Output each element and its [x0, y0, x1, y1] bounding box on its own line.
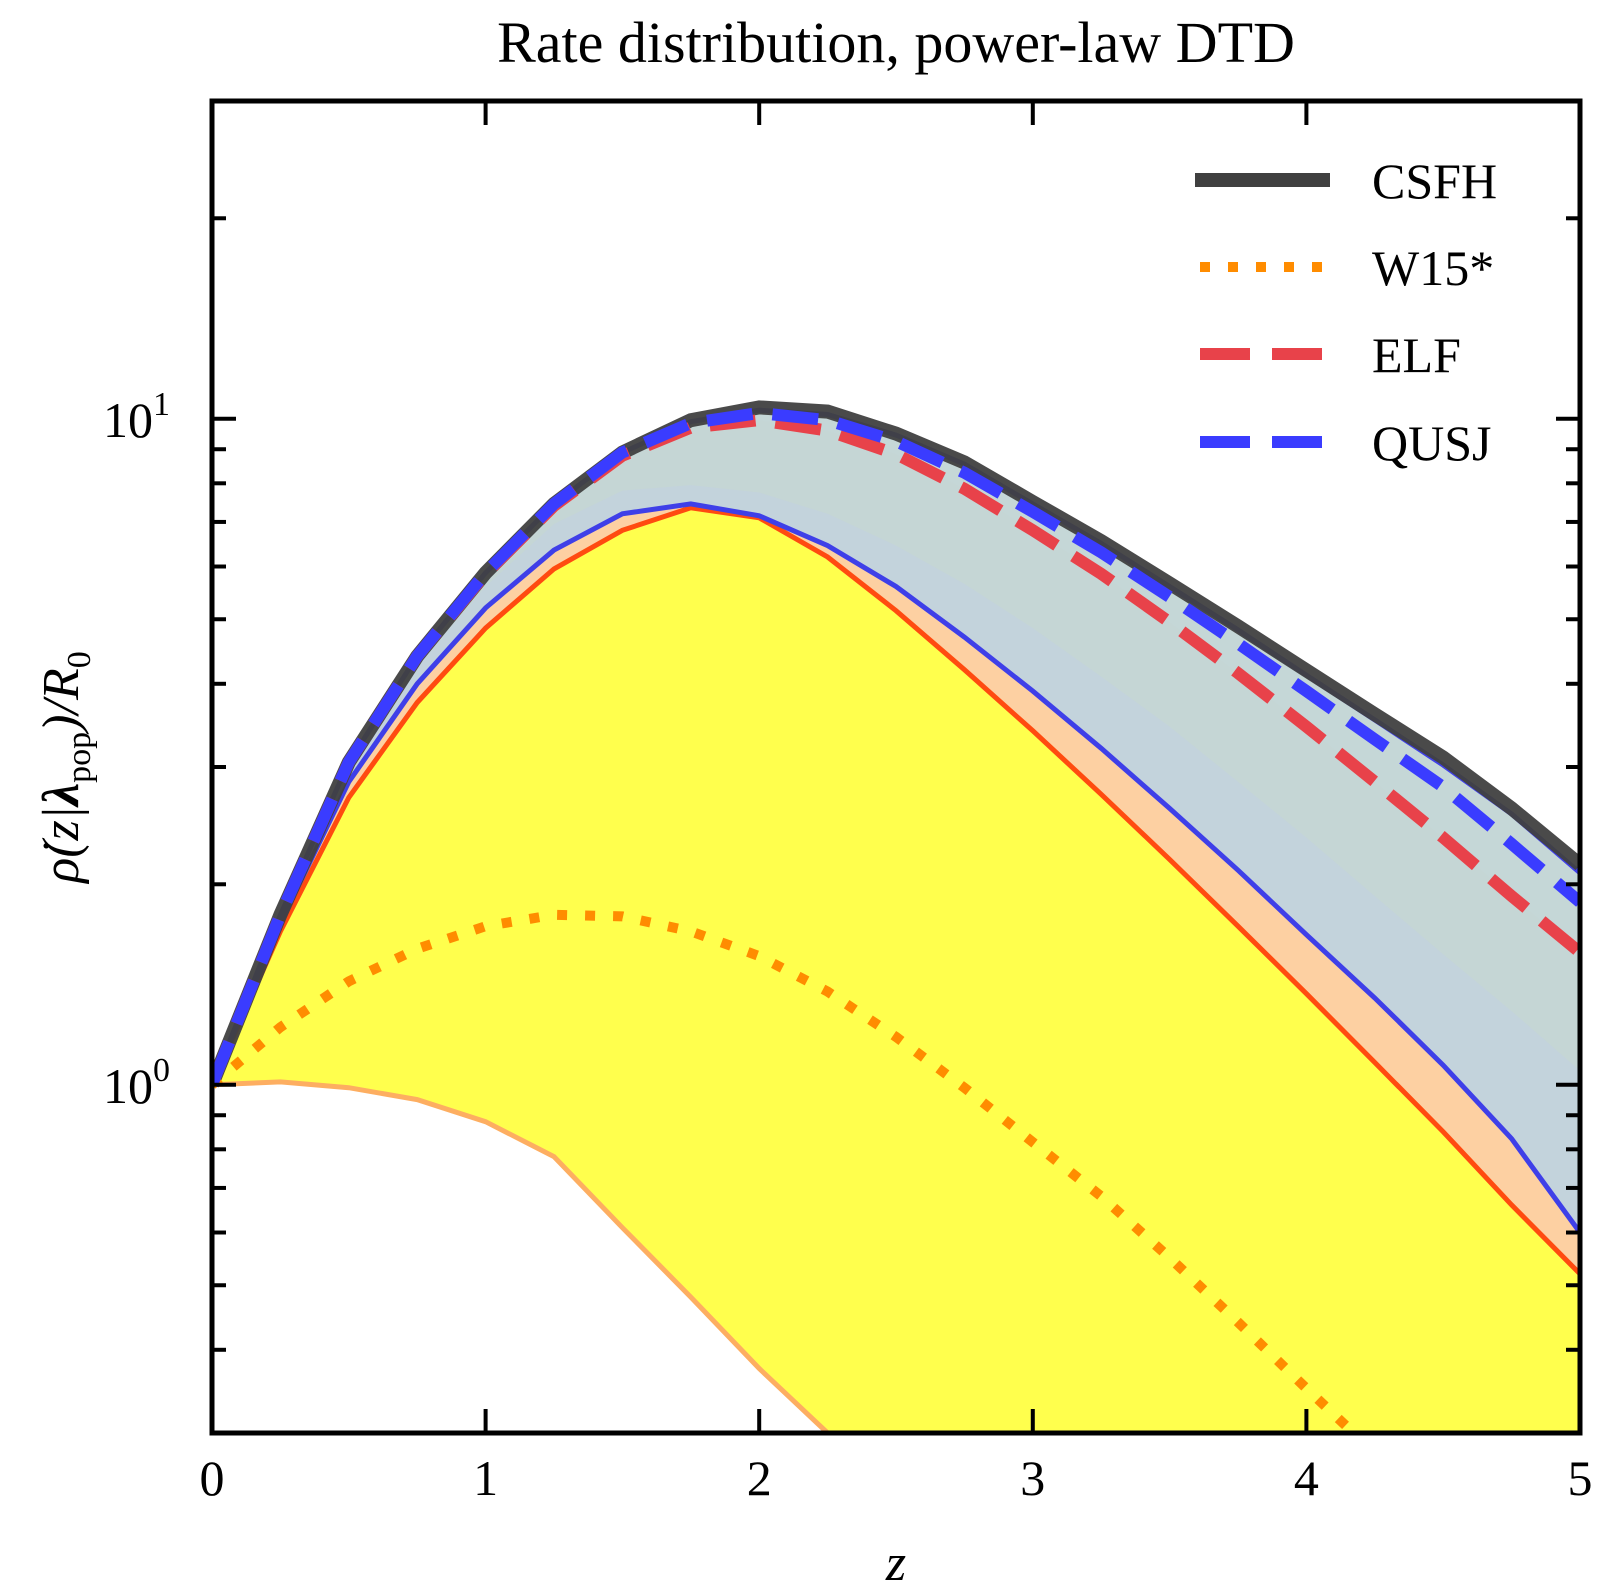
x-tick-label: 1: [473, 1450, 498, 1506]
y-label-sub2: 0: [61, 651, 98, 668]
x-axis-label: z: [885, 1535, 906, 1592]
series-csfh: [212, 400, 1580, 1088]
legend-label: W15*: [1372, 240, 1494, 296]
chart-title: Rate distribution, power-law DTD: [497, 10, 1295, 75]
yellow-lower-edge: [212, 1079, 1580, 1433]
legend-label: QUSJ: [1372, 415, 1491, 471]
y-label-tail: )/R: [33, 668, 90, 735]
x-tick-label: 2: [747, 1450, 772, 1506]
legend-item-elf: ELF: [1200, 327, 1461, 383]
y-label-sub: pop: [61, 732, 98, 783]
axis-tick-labels: 0 1 2 3 4 5 100 101: [103, 386, 1593, 1506]
y-label-lambda: λ: [33, 783, 90, 808]
legend-item-qusj: QUSJ: [1200, 415, 1491, 471]
series-w15-star: [212, 909, 1361, 1433]
legend-label: ELF: [1372, 327, 1461, 383]
yellow-upper-edge: [212, 505, 1580, 1276]
y-label-main: ρ̇(z|: [33, 806, 90, 885]
series-elf: [212, 414, 1580, 1088]
x-tick-label: 5: [1568, 1450, 1593, 1506]
series-layer: [212, 400, 1580, 1433]
legend-item-w15-star: W15*: [1200, 240, 1494, 296]
series-qusj: [212, 406, 1580, 1088]
y-tick-label: 100: [103, 1052, 170, 1114]
blue-lower-edge: [212, 501, 1580, 1234]
x-tick-label: 0: [200, 1450, 225, 1506]
x-tick-label: 3: [1020, 1450, 1045, 1506]
legend-item-csfh: CSFH: [1195, 153, 1497, 209]
x-tick-label: 4: [1294, 1450, 1319, 1506]
bands-layer: [212, 410, 1580, 1433]
axis-ticks: [210, 99, 1582, 1435]
svg-text:ρ̇(z|λpop)/R0: ρ̇(z|λpop)/R0: [33, 651, 98, 884]
y-axis-label: ρ̇(z|λpop)/R0: [33, 651, 98, 884]
y-tick-label: 101: [103, 386, 170, 448]
inner-band: [212, 410, 1580, 1085]
legend-label: CSFH: [1372, 153, 1497, 209]
yellow-band: [212, 507, 1580, 1433]
legend: CSFH W15* ELF QUSJ: [1195, 153, 1497, 471]
